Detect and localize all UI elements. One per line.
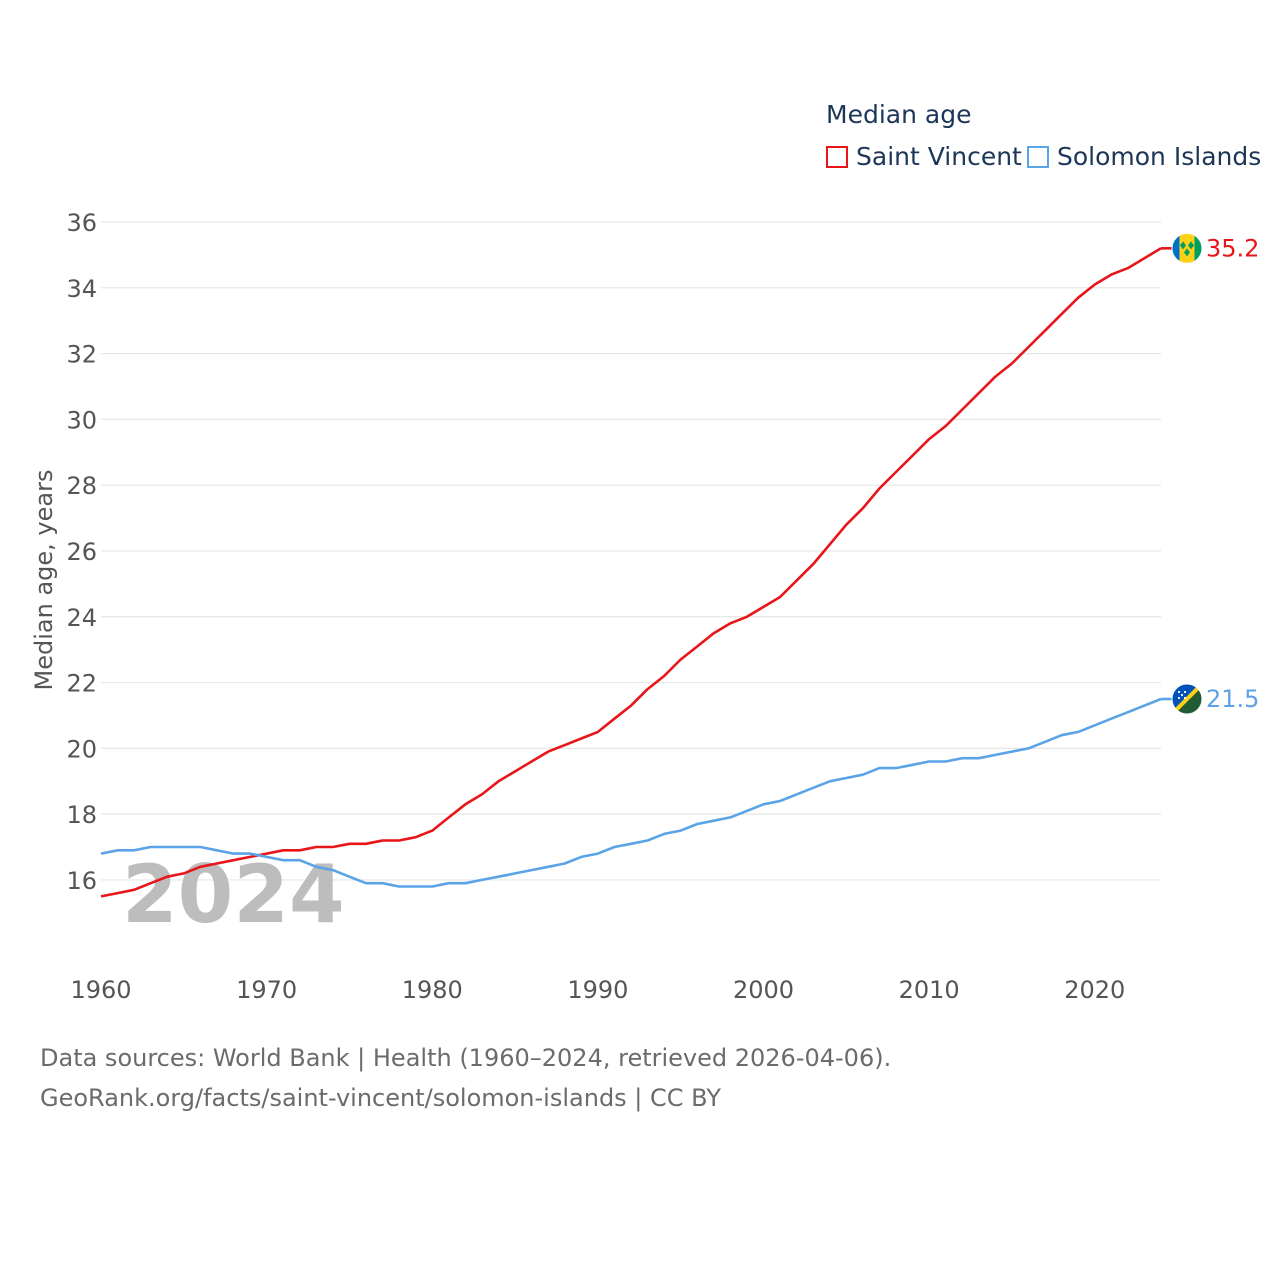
x-tick-label-2010: 2010 (899, 976, 960, 1004)
year-watermark: 2024 (122, 848, 345, 941)
y-tick-label-26: 26 (66, 538, 97, 566)
y-tick-label-16: 16 (66, 867, 97, 895)
series-line-saint-vincent (100, 247, 1162, 898)
x-tick-label-1970: 1970 (236, 976, 297, 1004)
y-tick-label-22: 22 (66, 670, 97, 698)
y-tick-label-24: 24 (66, 604, 97, 632)
data-source-text: Data sources: World Bank | Health (1960–… (40, 1044, 892, 1072)
x-tick-label-1980: 1980 (402, 976, 463, 1004)
legend-swatch-solomon-islands (1027, 145, 1049, 168)
solomon-islands-flag-icon (1171, 683, 1203, 715)
y-tick-label-20: 20 (66, 735, 97, 763)
legend-label-solomon-islands: Solomon Islands (1057, 142, 1262, 171)
x-tick-label-1990: 1990 (567, 976, 628, 1004)
gridlines (101, 221, 1161, 881)
series-line-solomon-islands (100, 697, 1162, 888)
y-tick-label-18: 18 (66, 801, 97, 829)
x-tick-label-2000: 2000 (733, 976, 794, 1004)
y-tick-label-34: 34 (66, 275, 97, 303)
x-tick-label-1960: 1960 (70, 976, 131, 1004)
legend-item-saint-vincent[interactable]: Saint Vincent (826, 142, 1022, 171)
y-tick-label-28: 28 (66, 472, 97, 500)
saint-vincent-flag-icon (1171, 232, 1203, 264)
attribution-link[interactable]: GeoRank.org/facts/saint-vincent/solomon-… (40, 1084, 721, 1112)
legend-label-saint-vincent: Saint Vincent (856, 142, 1022, 171)
y-tick-label-36: 36 (66, 209, 97, 237)
y-tick-label-30: 30 (66, 406, 97, 434)
end-value-label-saint-vincent: 35.2 (1206, 234, 1259, 262)
series-lines (100, 247, 1162, 898)
x-tick-label-2020: 2020 (1064, 976, 1125, 1004)
legend-item-solomon-islands[interactable]: Solomon Islands (1027, 142, 1261, 171)
end-value-label-solomon-islands: 21.5 (1206, 685, 1259, 713)
y-axis-label: Median age, years (30, 470, 58, 691)
y-tick-label-32: 32 (66, 341, 97, 369)
legend-swatch-saint-vincent (826, 145, 848, 168)
legend-title: Median age (826, 100, 972, 129)
series-end-markers: 35.2 21.5 (1161, 232, 1259, 715)
y-axis-ticks: 16 18 20 22 24 26 28 30 32 34 36 (66, 209, 97, 895)
x-axis-ticks: 1960 1970 1980 1990 2000 2010 2020 (70, 976, 1125, 1004)
